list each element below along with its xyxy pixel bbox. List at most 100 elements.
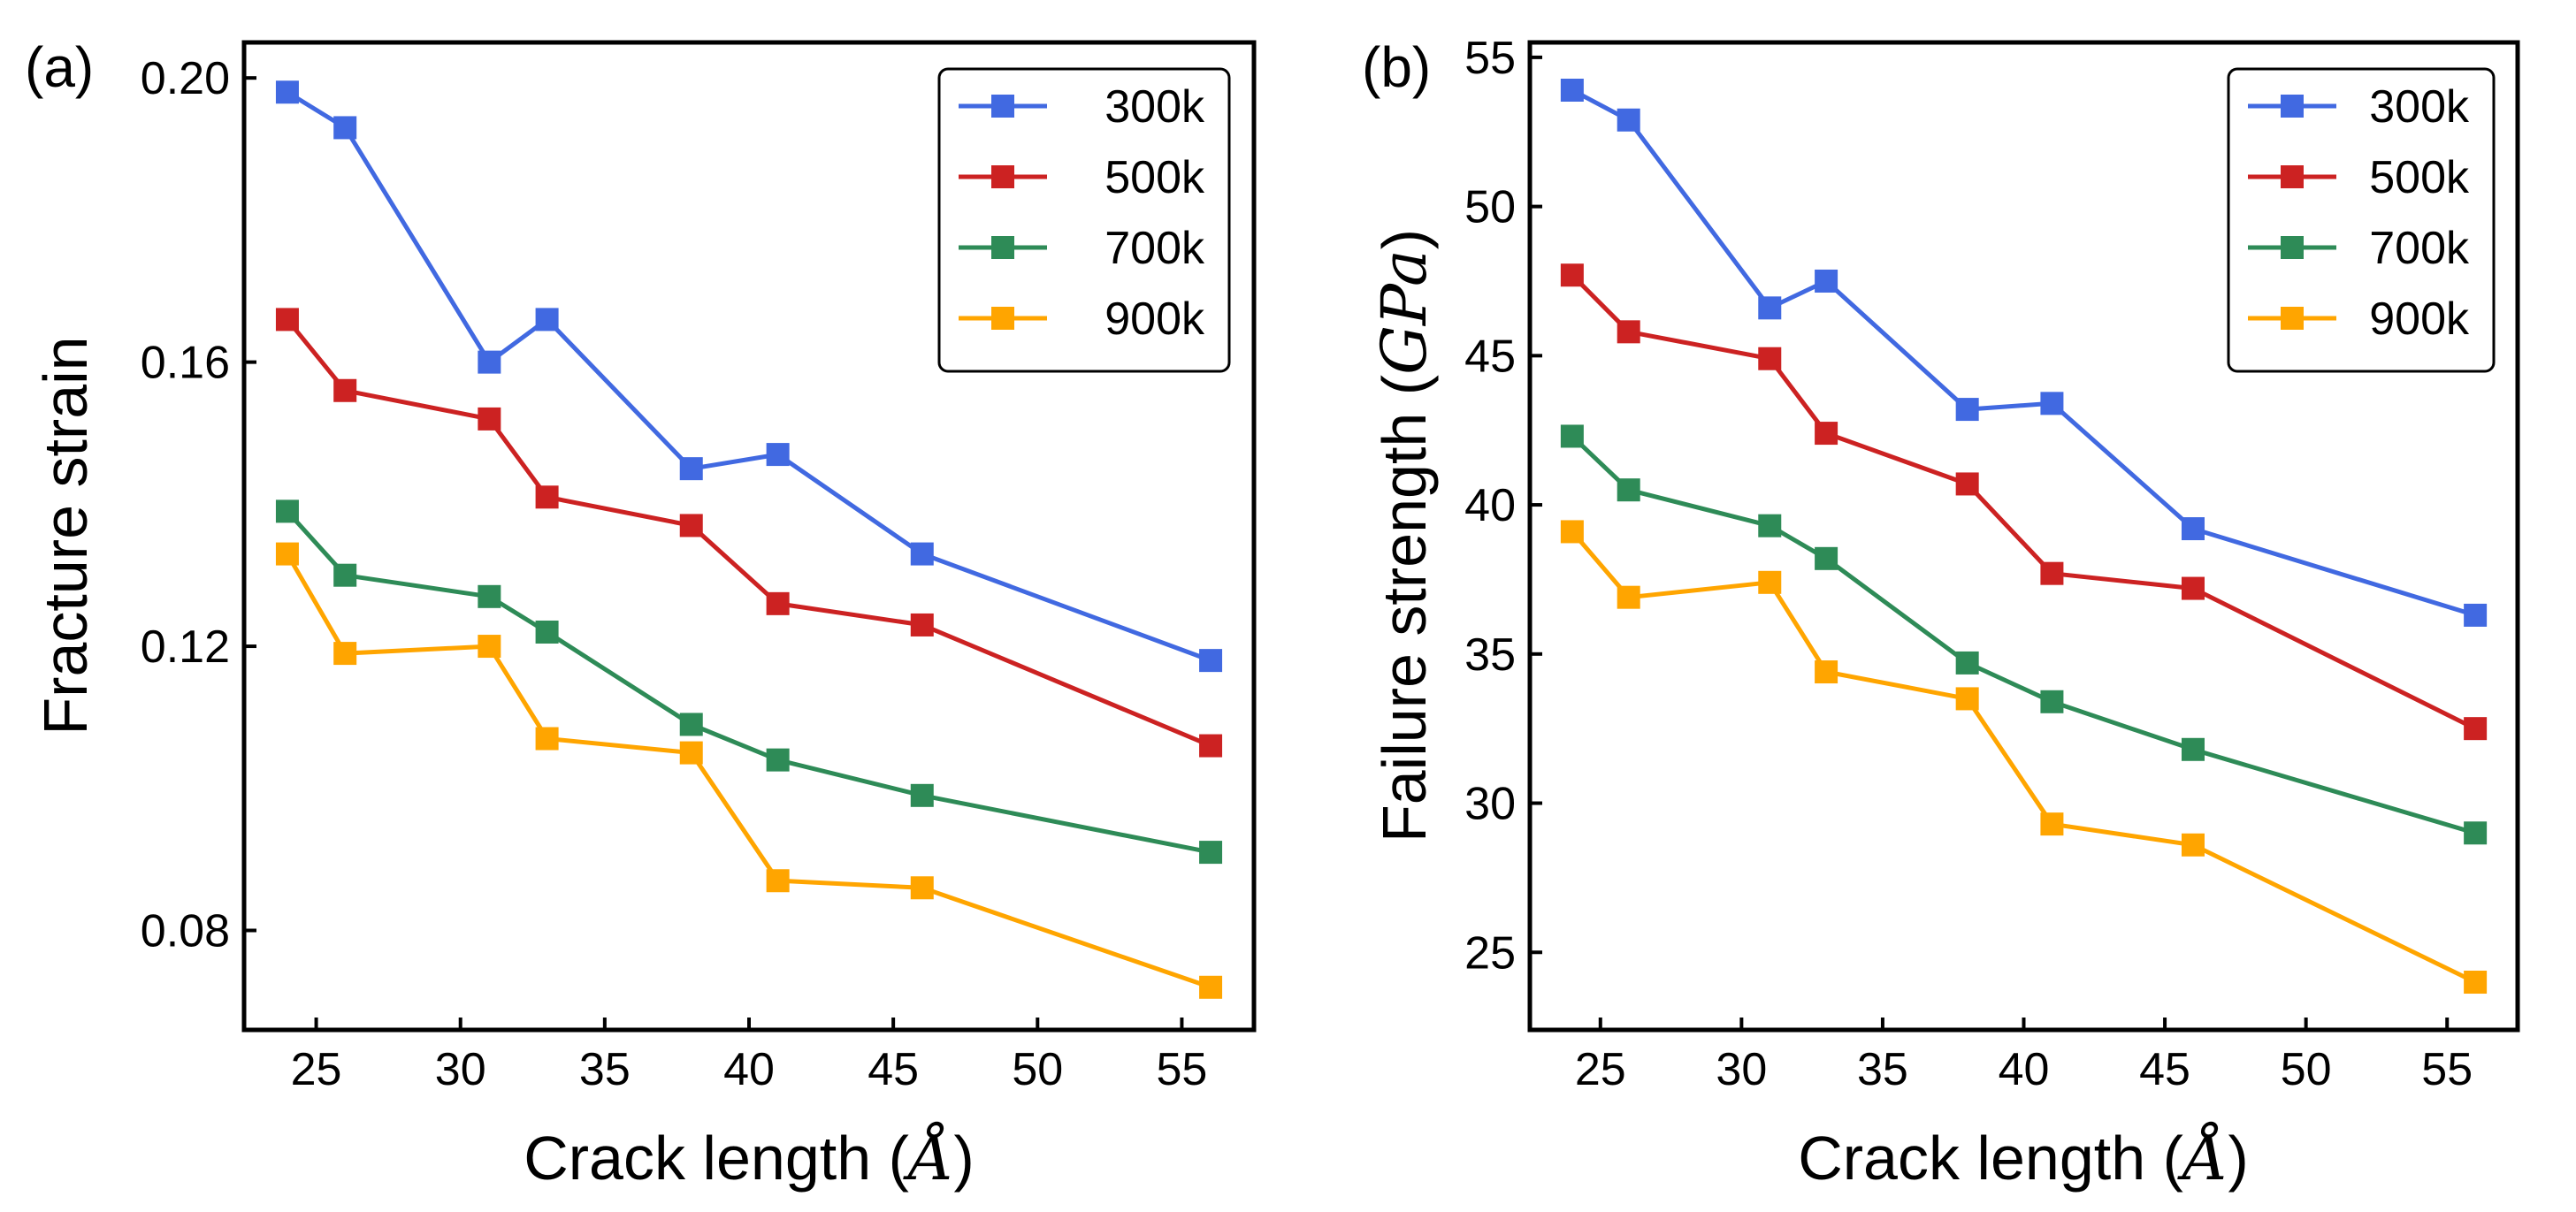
tick-group: 25 30 35 40 45 50 55 0.08 0.12 0.16 0.20 [141,53,1208,1095]
legend-entry: 700k [2248,223,2470,274]
legend-marker [2281,95,2304,118]
legend-entry: 300k [2248,81,2470,133]
data-point [1955,687,1979,711]
legend-entry: 700k [959,223,1205,274]
data-point [1617,108,1640,132]
x-tick-label: 55 [1157,1044,1208,1095]
data-point [910,783,934,807]
tick-group: 25 30 35 40 45 50 55 25 30 35 40 45 50 55 [1464,33,2473,1095]
data-point [1617,478,1640,502]
panel-label: (b) [1362,35,1431,99]
data-point [1199,734,1223,758]
data-point [2464,971,2488,995]
data-point [1560,263,1584,287]
legend-entry: 300k [959,81,1205,133]
data-point [1199,841,1223,865]
y-tick-label: 30 [1464,779,1516,830]
data-point [275,80,299,104]
data-point [535,727,559,751]
legend-box [937,67,1231,373]
data-point [333,378,357,402]
data-point [333,563,357,587]
y-tick-label: 0.08 [141,905,230,957]
series-line [286,90,1212,663]
data-point [910,542,934,566]
data-point [275,499,299,523]
x-tick-label: 40 [1999,1044,2050,1095]
legend-label: 500k [2369,152,2470,203]
data-point [1199,975,1223,999]
x-tick-label: 45 [2139,1044,2190,1095]
y-tick-label: 40 [1464,480,1516,531]
legend-entry: 500k [959,152,1205,203]
series-700k [275,499,1223,865]
data-point [1758,570,1782,594]
series-line [286,509,1212,855]
legend-marker [2281,236,2304,259]
legend-label: 300k [1105,81,1205,133]
series-300k [275,80,1223,673]
data-point [910,876,934,900]
data-point [2464,717,2488,741]
series-500k [1560,263,2488,741]
legend-label: 700k [2369,223,2470,274]
y-tick-label: 0.20 [141,53,230,104]
y-axis-label: Failure strength (GPa) [1368,229,1441,842]
data-point [2040,392,2064,415]
x-tick-label: 30 [435,1044,486,1095]
data-point [1199,649,1223,673]
x-tick-label: 50 [2281,1044,2332,1095]
series-line [285,553,1212,990]
series-line [1571,273,2477,731]
data-point [333,642,357,666]
series-group [275,80,1223,999]
y-tick-label: 45 [1464,331,1516,382]
data-point [2181,737,2205,761]
data-point [1758,514,1782,537]
series-900k [1560,520,2488,995]
series-line [285,317,1212,748]
data-point [2040,812,2064,836]
data-point [333,116,357,140]
data-point [679,713,703,736]
y-tick-label: 35 [1464,629,1516,681]
data-point [766,748,790,772]
data-point [535,485,559,509]
x-tick-label: 35 [1857,1044,1908,1095]
x-tick-label: 55 [2421,1044,2473,1095]
x-tick-label: 25 [291,1044,342,1095]
legend: 300k 500k 700k 900k [2227,67,2496,373]
data-point [2040,561,2064,585]
data-point [1955,472,1979,496]
legend-marker [2281,307,2304,330]
data-point [1815,660,1838,684]
data-point [1560,78,1584,102]
x-tick-label: 25 [1575,1044,1626,1095]
x-tick-label: 35 [579,1044,631,1095]
y-tick-label: 50 [1464,182,1516,233]
data-point [275,542,299,566]
chart-panel-b: (b) 25 30 35 40 45 50 55 25 30 35 40 45 50 55 Crack l… [1362,33,2520,1194]
data-point [910,613,934,636]
x-tick-label: 30 [1716,1044,1767,1095]
legend-marker [991,95,1014,118]
legend-label: 500k [1105,152,1205,203]
legend-label: 700k [1105,223,1205,274]
legend-entry: 900k [2248,293,2470,345]
plot-frame [241,40,1257,1033]
legend-box [2227,67,2496,373]
legend-marker [2281,165,2304,188]
data-point [766,869,790,893]
data-point [679,741,703,765]
series-group [1560,78,2488,995]
series-line [1571,434,2476,835]
data-point [1758,296,1782,320]
data-point [478,635,501,659]
legend-label: 300k [2369,81,2470,133]
data-point [2181,576,2205,600]
data-point [679,457,703,481]
data-point [478,350,501,374]
x-axis-label: Crack length (Å) [1798,1122,2249,1194]
y-tick-label: 55 [1464,33,1516,84]
data-point [679,514,703,537]
